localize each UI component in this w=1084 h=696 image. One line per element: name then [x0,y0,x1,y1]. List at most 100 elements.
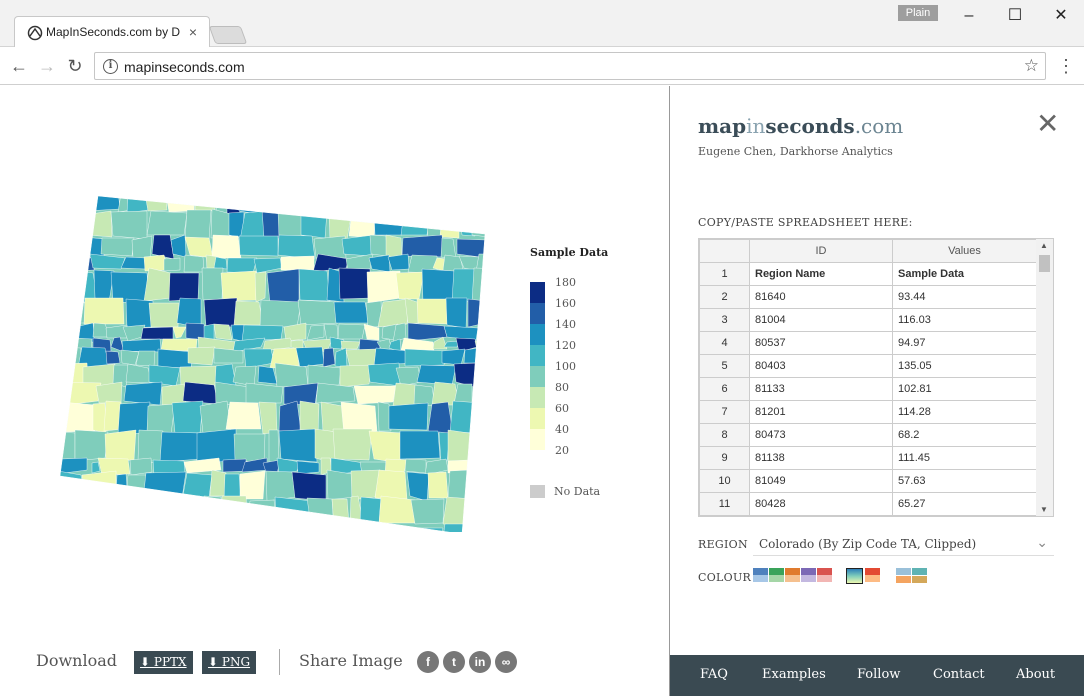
chevron-down-icon[interactable]: ⌄ [1036,534,1048,550]
window-close-button[interactable]: ✕ [1054,7,1068,24]
cell-value[interactable]: 116.03 [892,308,1037,332]
table-row[interactable]: 7 81201 114.28 [699,400,1037,424]
twitter-icon[interactable]: t [443,651,465,673]
new-tab-button[interactable] [208,26,248,44]
footer-link-examples[interactable]: Examples [762,667,826,682]
legend-label: 40 [555,423,569,436]
linkedin-icon[interactable]: in [469,651,491,673]
cell-value[interactable]: 135.05 [892,354,1037,378]
row-number[interactable]: 8 [699,423,750,447]
row-number[interactable]: 11 [699,492,750,516]
legend-label: 60 [555,402,569,415]
legend-item: 20 [530,444,630,471]
cell-value[interactable]: 111.45 [892,446,1037,470]
table-row[interactable]: 3 81004 116.03 [699,308,1037,332]
footer-link-follow[interactable]: Follow [857,667,901,682]
cell-value[interactable]: 57.63 [892,469,1037,493]
spreadsheet[interactable]: ID Values 1 Region Name Sample Data 2 81640 9… [698,238,1054,517]
row-number[interactable]: 6 [699,377,750,401]
cell-id[interactable]: 80403 [749,354,893,378]
table-row[interactable]: 9 81138 111.45 [699,446,1037,470]
cell-value[interactable]: 93.44 [892,285,1037,309]
row-number[interactable]: 1 [699,262,750,286]
download-pptx-button[interactable]: ⬇ PPTX [134,651,193,674]
cell-value[interactable]: 114.28 [892,400,1037,424]
url-text[interactable]: mapinseconds.com [124,59,245,75]
col-header-id[interactable]: ID [749,239,893,263]
cell-value[interactable]: 94.97 [892,331,1037,355]
legend-item: 80 [530,381,630,408]
no-data-swatch [530,485,545,498]
row-number[interactable]: 9 [699,446,750,470]
cell-id[interactable]: 81004 [749,308,893,332]
legend-swatch [530,387,545,408]
legend-item: 60 [530,402,630,429]
row-number[interactable]: 10 [699,469,750,493]
link-icon[interactable]: ∞ [495,651,517,673]
region-value[interactable]: Colorado (By Zip Code TA, Clipped) [759,537,977,551]
cell-id[interactable]: 80473 [749,423,893,447]
cell-value[interactable]: Sample Data [892,262,1037,286]
table-row[interactable]: 2 81640 93.44 [699,285,1037,309]
forward-button[interactable]: → [38,56,56,76]
site-logo: mapinseconds.com [698,114,904,138]
table-row[interactable]: 11 80428 65.27 [699,492,1037,516]
cell-id[interactable]: 80537 [749,331,893,355]
close-panel-icon[interactable]: ✕ [1036,108,1060,139]
back-button[interactable]: ← [10,56,28,76]
scroll-thumb[interactable] [1039,255,1050,272]
table-row[interactable]: 8 80473 68.2 [699,423,1037,447]
legend-swatch [530,429,545,450]
footer-link-faq[interactable]: FAQ [700,667,728,682]
region-select[interactable]: Colorado (By Zip Code TA, Clipped) ⌄ [753,530,1054,556]
cell-value[interactable]: 102.81 [892,377,1037,401]
minimize-button[interactable]: – [964,7,974,24]
tab-close-icon[interactable]: × [188,24,197,40]
cell-value[interactable]: 65.27 [892,492,1037,516]
cell-value[interactable]: 68.2 [892,423,1037,447]
browser-tab[interactable]: MapInSeconds.com by D × [14,16,210,47]
row-number[interactable]: 7 [699,400,750,424]
cell-id[interactable]: 81133 [749,377,893,401]
scroll-up-icon[interactable]: ▲ [1040,241,1048,250]
profile-badge[interactable]: Plain [898,5,938,21]
cell-id[interactable]: 80428 [749,492,893,516]
footer-link-contact[interactable]: Contact [933,667,985,682]
maximize-button[interactable]: ☐ [1007,7,1023,24]
spreadsheet-scrollbar[interactable]: ▲ ▼ [1036,239,1053,516]
bookmark-star-icon[interactable]: ☆ [1023,56,1039,75]
legend-swatch [530,345,545,366]
row-number[interactable]: 2 [699,285,750,309]
cell-id[interactable]: 81201 [749,400,893,424]
table-row[interactable]: 10 81049 57.63 [699,469,1037,493]
legend-label: 140 [555,318,576,331]
legend-swatch [530,408,545,429]
scroll-down-icon[interactable]: ▼ [1040,505,1048,514]
divider [279,649,280,675]
reload-button[interactable]: ↻ [67,56,83,76]
info-icon[interactable]: i [103,59,118,74]
cell-id[interactable]: 81049 [749,469,893,493]
browser-menu-button[interactable]: ⋮ [1057,56,1075,76]
legend-title: Sample Data [530,246,609,259]
cell-id[interactable]: 81138 [749,446,893,470]
cell-id[interactable]: Region Name [749,262,893,286]
row-number[interactable]: 4 [699,331,750,355]
legend-item: 100 [530,360,630,387]
col-header-values[interactable]: Values [892,239,1037,263]
facebook-icon[interactable]: f [417,651,439,673]
table-row[interactable]: 5 80403 135.05 [699,354,1037,378]
download-png-button[interactable]: ⬇ PNG [202,651,257,674]
row-number[interactable]: 3 [699,308,750,332]
colorado-choropleth-map[interactable] [60,192,485,532]
corner-cell [699,239,750,263]
footer-link-about[interactable]: About [1016,667,1056,682]
table-row[interactable]: 1 Region Name Sample Data [699,262,1037,286]
table-row[interactable]: 6 81133 102.81 [699,377,1037,401]
cell-id[interactable]: 81640 [749,285,893,309]
table-row[interactable]: 4 80537 94.97 [699,331,1037,355]
row-number[interactable]: 5 [699,354,750,378]
colour-label: COLOUR [698,571,752,584]
no-data-label: No Data [554,485,601,498]
address-bar[interactable]: i mapinseconds.com ☆ [94,52,1046,80]
